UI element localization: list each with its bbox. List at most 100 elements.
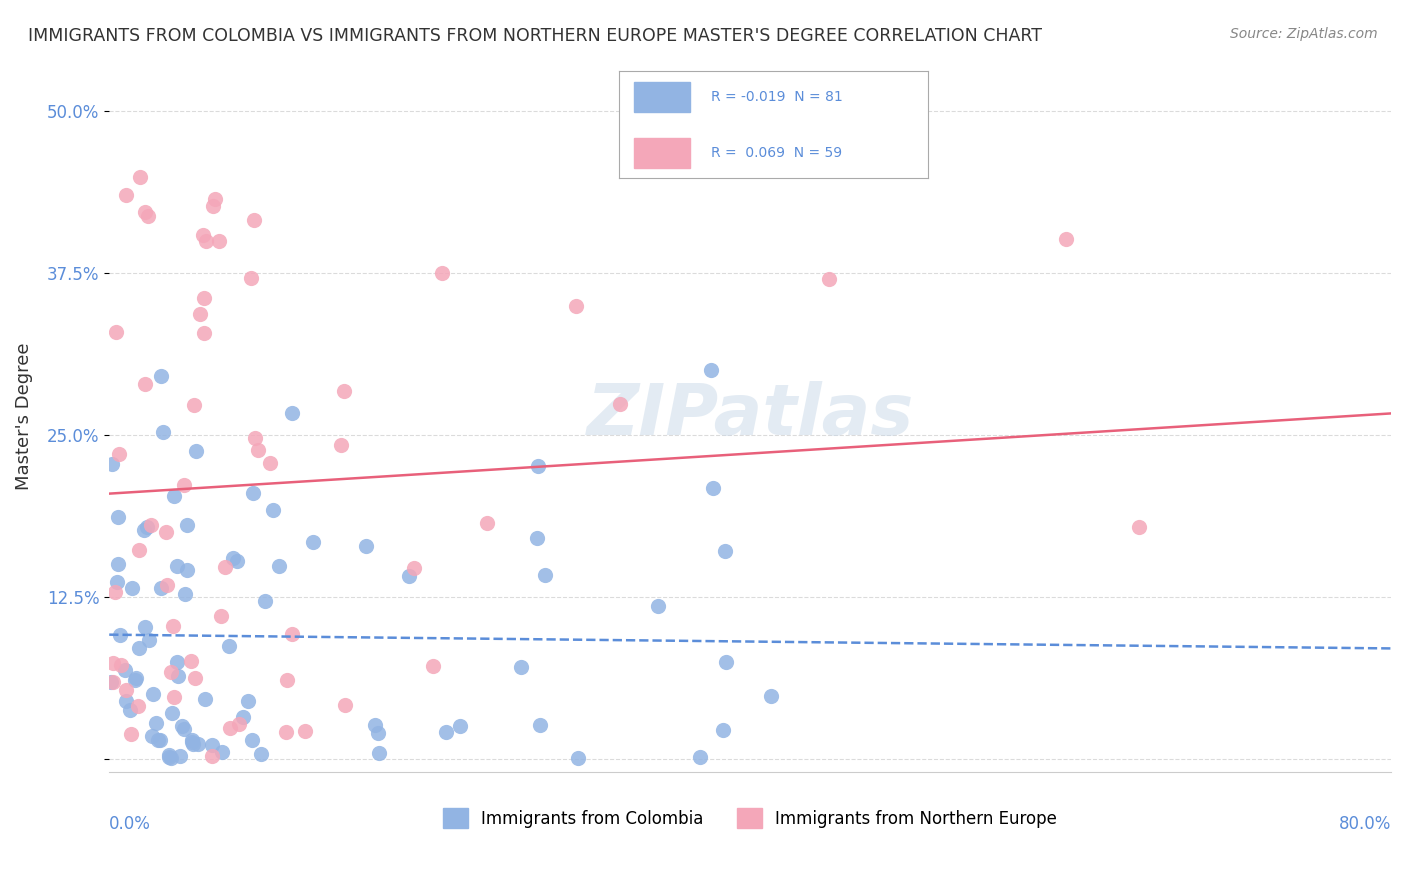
Point [134,523,156,537]
Point [204,192,226,206]
Point [142,687,165,701]
Point [101,458,124,472]
Point [150,369,173,384]
Point [176,518,198,533]
Point [398,569,420,583]
Point [107,510,129,524]
Text: R = -0.019  N = 81: R = -0.019 N = 81 [711,90,844,104]
Point [160,706,183,720]
Point [609,397,631,411]
Point [367,726,389,740]
Point [236,694,259,708]
Point [163,489,186,503]
Point [141,729,163,743]
Point [170,719,193,733]
Point [218,639,240,653]
Point [302,535,325,549]
Point [134,620,156,634]
Point [156,578,179,592]
Point [276,673,298,688]
Point [163,690,186,705]
Point [240,733,263,747]
Point [294,724,316,739]
Point [129,169,152,184]
Point [181,737,204,751]
Point [183,398,205,412]
Point [209,609,232,624]
Point [136,210,159,224]
Point [150,581,173,595]
Point [222,550,245,565]
Point [759,689,782,703]
Point [194,691,217,706]
Point [176,564,198,578]
Text: 0.0%: 0.0% [110,814,150,833]
Point [817,272,839,286]
Text: Source: ZipAtlas.com: Source: ZipAtlas.com [1230,27,1378,41]
Point [367,746,389,760]
Point [146,733,169,747]
Point [124,673,146,688]
Point [166,655,188,669]
Point [534,568,557,582]
Point [139,517,162,532]
Point [402,561,425,575]
Point [187,737,209,751]
Point [240,271,263,285]
Point [105,574,128,589]
Point [432,266,454,280]
Point [120,727,142,741]
Point [207,235,229,249]
Point [243,431,266,445]
Point [121,581,143,595]
Point [713,543,735,558]
Text: IMMIGRANTS FROM COLOMBIA VS IMMIGRANTS FROM NORTHERN EUROPE MASTER'S DEGREE CORR: IMMIGRANTS FROM COLOMBIA VS IMMIGRANTS F… [28,27,1042,45]
Point [354,539,377,553]
Point [214,560,236,574]
Point [159,751,181,765]
Text: 80.0%: 80.0% [1339,814,1391,833]
Point [128,543,150,558]
Point [167,669,190,683]
Point [274,724,297,739]
Point [1054,232,1077,246]
Point [364,718,387,732]
Point [108,447,131,461]
Point [330,438,353,452]
Point [232,710,254,724]
Point [228,717,250,731]
FancyBboxPatch shape [634,137,690,168]
Point [149,732,172,747]
Point [174,587,197,601]
Point [201,738,224,752]
Point [134,376,156,391]
Point [243,212,266,227]
Point [101,674,124,689]
Point [529,718,551,732]
Point [169,748,191,763]
Legend: Immigrants from Colombia, Immigrants from Northern Europe: Immigrants from Colombia, Immigrants fro… [436,801,1064,835]
Point [689,749,711,764]
Point [173,478,195,492]
Point [526,531,548,545]
Point [527,459,550,474]
Point [333,698,356,713]
Point [281,406,304,420]
Point [138,632,160,647]
Point [422,658,444,673]
Point [193,326,215,340]
Point [114,664,136,678]
Point [108,628,131,642]
Point [184,443,207,458]
Point [134,205,156,219]
Point [180,654,202,668]
Point [201,748,224,763]
Point [114,693,136,707]
Point [157,749,180,764]
Point [262,503,284,517]
Point [700,363,723,377]
Point [181,735,204,749]
Point [714,655,737,669]
Point [114,187,136,202]
Point [259,456,281,470]
